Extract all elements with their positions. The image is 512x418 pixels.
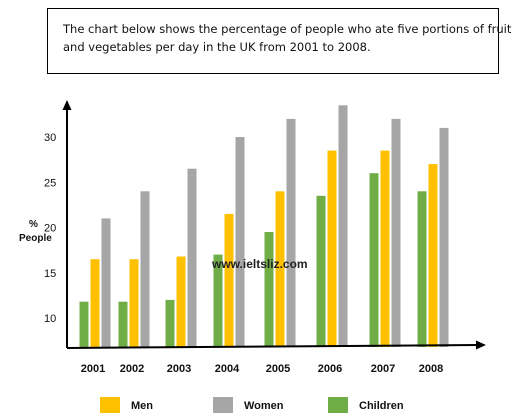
bar-men-2002 — [129, 259, 139, 347]
bar-men-2001 — [90, 259, 100, 347]
y-axis-arrow — [62, 100, 72, 110]
x-tick-label-2007: 2007 — [371, 363, 395, 375]
y-tick-label-25: 25 — [44, 177, 56, 189]
x-axis-line — [66, 344, 479, 349]
legend-label-women: Women — [244, 400, 284, 412]
x-tick-label-2008: 2008 — [419, 363, 443, 375]
prompt-line-2: and vegetables per day in the UK from 20… — [63, 40, 371, 54]
bar-women-2004 — [235, 137, 245, 347]
legend-swatch-men — [100, 397, 120, 413]
bar-men-2006 — [327, 150, 337, 347]
x-tick-label-2003: 2003 — [167, 363, 191, 375]
y-tick-labels: 10 15 20 25 30 — [44, 132, 56, 325]
bar-men-2003 — [176, 256, 186, 347]
bar-children-2006 — [316, 195, 326, 347]
bar-men-2008 — [428, 164, 438, 347]
legend-label-children: Children — [359, 400, 404, 412]
bar-women-2005 — [286, 118, 296, 348]
x-tick-label-2005: 2005 — [266, 363, 290, 375]
bar-women-2001 — [101, 218, 111, 347]
bar-women-2007 — [391, 118, 401, 348]
bar-children-2005 — [264, 232, 274, 347]
legend-swatch-children — [328, 397, 348, 413]
legend: Men Women Children — [100, 397, 404, 413]
bar-children-2002 — [118, 301, 128, 347]
bar-men-2004 — [224, 213, 234, 347]
legend-label-men: Men — [131, 400, 153, 412]
y-tick-label-30: 30 — [44, 132, 56, 144]
watermark: www.ieltsliz.com — [211, 257, 308, 271]
y-tick-label-10: 10 — [44, 313, 56, 325]
prompt-line-1: The chart below shows the percentage of … — [63, 22, 512, 36]
y-tick-label-15: 15 — [44, 268, 56, 280]
x-tick-label-2002: 2002 — [120, 363, 144, 375]
prompt-box: The chart below shows the percentage of … — [47, 8, 512, 74]
axes — [62, 100, 486, 350]
x-tick-labels: 2001 2002 2003 2004 2005 2006 2007 2008 — [81, 363, 443, 375]
bar-men-2007 — [380, 150, 390, 347]
bars-group — [79, 105, 449, 348]
y-axis-label-percent: % — [29, 219, 38, 230]
bar-children-2004 — [213, 254, 223, 347]
y-tick-label-20: 20 — [44, 223, 56, 235]
bar-women-2008 — [439, 127, 449, 348]
x-tick-label-2004: 2004 — [215, 363, 240, 375]
bar-children-2007 — [369, 173, 379, 347]
bar-women-2002 — [140, 191, 150, 347]
x-tick-label-2006: 2006 — [318, 363, 342, 375]
bar-women-2003 — [187, 168, 197, 347]
bar-children-2001 — [79, 301, 89, 347]
y-axis-label-people: People — [19, 233, 52, 244]
bar-children-2008 — [417, 191, 427, 347]
x-tick-label-2001: 2001 — [81, 363, 105, 375]
x-axis-arrow — [476, 340, 486, 350]
bar-women-2006 — [338, 105, 348, 347]
legend-swatch-women — [213, 397, 233, 413]
bar-children-2003 — [165, 299, 175, 347]
bar-men-2005 — [275, 191, 285, 347]
